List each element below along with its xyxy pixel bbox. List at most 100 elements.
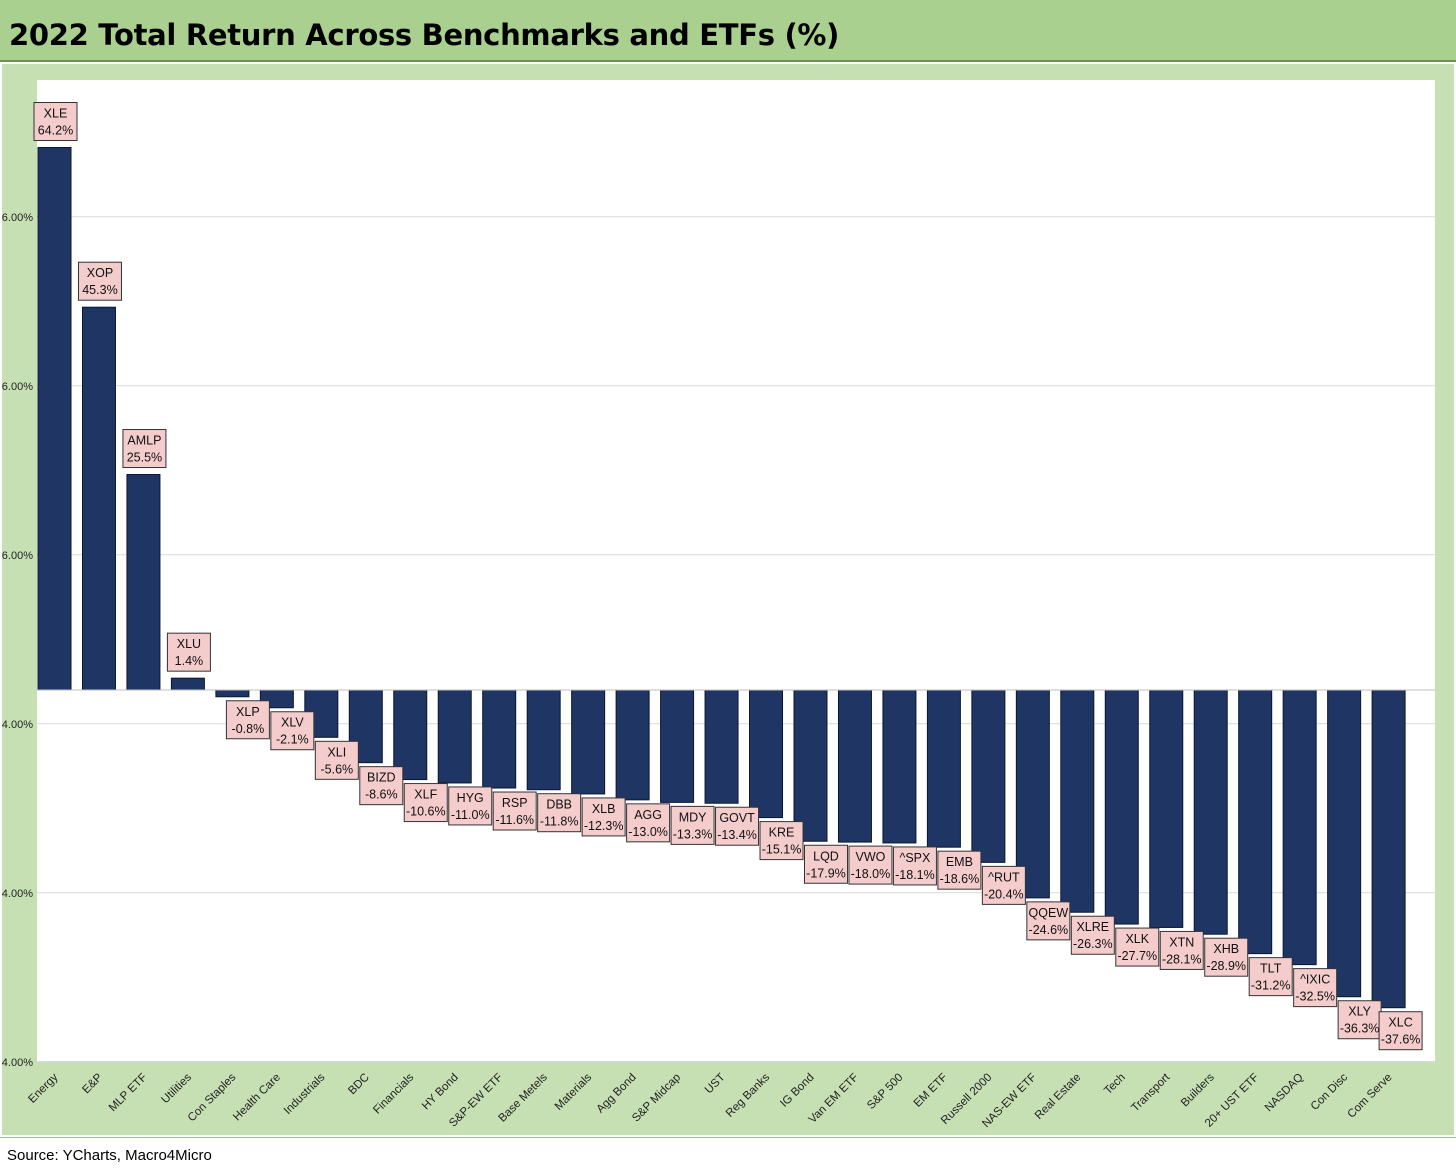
data-label: HYG -11.0% — [448, 786, 493, 826]
data-label-value: -8.6% — [365, 788, 398, 802]
data-label-value: -11.8% — [540, 815, 579, 829]
bar — [1238, 689, 1273, 955]
data-label-ticker: QQEW — [1029, 906, 1069, 920]
data-label-box — [1293, 968, 1338, 1008]
data-label: XLV -2.1% — [270, 711, 315, 751]
data-label-value: 25.5% — [127, 451, 162, 465]
bar — [437, 689, 472, 784]
x-tick-label: Transport — [1129, 1071, 1173, 1115]
bar — [215, 689, 250, 698]
y-tick-label: 16.00% — [2, 550, 33, 562]
data-label-value: -24.6% — [1029, 923, 1069, 937]
bar — [971, 689, 1006, 863]
data-label-box — [670, 805, 715, 845]
x-tick-label: MLP ETF — [107, 1071, 150, 1114]
x-tick-label: Com Serve — [1346, 1071, 1395, 1120]
data-label-box — [537, 793, 582, 833]
data-label: XLE 64.2% — [33, 102, 78, 142]
data-label-ticker: AGG — [634, 808, 662, 822]
data-label-box — [759, 821, 804, 861]
data-label-ticker: XTN — [1169, 935, 1194, 949]
data-label-value: -13.3% — [673, 827, 713, 841]
data-label-value: -37.6% — [1381, 1033, 1421, 1047]
data-label-value: -13.0% — [628, 825, 668, 839]
x-tick-label: IG Bond — [778, 1071, 816, 1109]
data-label-ticker: ^RUT — [988, 870, 1020, 884]
data-label-value: -15.1% — [762, 843, 802, 857]
y-tick-label: 36.00% — [2, 381, 33, 393]
x-tick-label: Health Care — [231, 1071, 283, 1123]
data-label-box — [937, 850, 982, 890]
data-label-ticker: XOP — [87, 266, 113, 280]
bar — [482, 689, 517, 789]
data-label-ticker: LQD — [813, 849, 839, 863]
data-label: XLK -27.7% — [1115, 927, 1160, 967]
x-tick-label: Builders — [1179, 1071, 1217, 1109]
data-label: ^IXIC -32.5% — [1293, 968, 1338, 1008]
x-tick-label: Energy — [26, 1071, 60, 1105]
bar — [37, 147, 72, 691]
data-label-ticker: MDY — [679, 810, 707, 824]
data-label-box — [1204, 937, 1249, 977]
data-label-box — [1337, 1000, 1382, 1040]
data-label: MDY -13.3% — [670, 805, 715, 845]
bar — [749, 689, 784, 819]
data-label: KRE -15.1% — [759, 821, 804, 861]
data-label-ticker: KRE — [769, 826, 795, 840]
bar — [81, 306, 116, 691]
data-label-value: -27.7% — [1117, 949, 1157, 963]
data-label-value: -11.0% — [451, 808, 490, 822]
bar — [1371, 689, 1406, 1009]
source-note: Source: YCharts, Macro4Micro — [7, 1147, 212, 1164]
data-label: XLF -10.6% — [403, 783, 448, 823]
data-label: LQD -17.9% — [803, 844, 848, 884]
data-label: BIZD -8.6% — [359, 766, 404, 806]
data-label-box — [1115, 927, 1160, 967]
data-label: ^SPX -18.1% — [892, 846, 937, 886]
data-label: XLC -37.6% — [1378, 1011, 1423, 1051]
data-label-ticker: XLV — [281, 716, 304, 730]
x-tick-label: BDC — [346, 1071, 372, 1097]
data-label-value: -11.6% — [495, 813, 534, 827]
data-label-ticker: XLK — [1125, 932, 1149, 946]
bar — [837, 689, 872, 843]
data-label-value: -12.3% — [584, 819, 624, 833]
data-label: XOP 45.3% — [77, 261, 122, 301]
data-label: XLU 1.4% — [166, 632, 211, 672]
bar — [615, 689, 650, 801]
data-label-box — [1378, 1011, 1423, 1051]
data-label-value: -36.3% — [1340, 1022, 1380, 1036]
x-tick-label: Con Disc — [1309, 1071, 1351, 1113]
data-label-ticker: AMLP — [127, 434, 161, 448]
data-label: ^RUT -20.4% — [981, 865, 1026, 905]
bar — [170, 677, 205, 691]
bar — [882, 689, 917, 844]
title-bar: 2022 Total Return Across Benchmarks and … — [0, 0, 1456, 62]
data-label-value: -28.1% — [1162, 952, 1202, 966]
data-label-box — [448, 786, 493, 826]
bar — [526, 689, 561, 791]
data-label: EMB -18.6% — [937, 850, 982, 890]
y-tick-label: -44.00% — [2, 1057, 33, 1069]
data-label-box — [122, 429, 167, 469]
data-label-ticker: DBB — [546, 798, 572, 812]
data-label: XLRE -26.3% — [1070, 915, 1115, 955]
data-label-box — [77, 261, 122, 301]
x-tick-label: Financials — [371, 1071, 416, 1116]
bar — [1193, 689, 1228, 935]
data-label-box — [166, 632, 211, 672]
data-label-box — [1159, 930, 1204, 970]
x-tick-label: S&P 500 — [865, 1071, 905, 1111]
data-label-value: -31.2% — [1251, 979, 1291, 993]
data-label-ticker: EMB — [946, 855, 973, 869]
data-label-box — [1070, 915, 1115, 955]
data-label: QQEW -24.6% — [1026, 901, 1071, 941]
data-label-value: 64.2% — [38, 124, 73, 138]
data-label-box — [803, 844, 848, 884]
data-label-value: 1.4% — [175, 654, 204, 668]
data-label-box — [33, 102, 78, 142]
data-label-ticker: ^IXIC — [1300, 973, 1330, 987]
data-label-value: -5.6% — [320, 762, 353, 776]
data-label: RSP -11.6% — [492, 791, 537, 831]
data-label-box — [626, 803, 671, 843]
